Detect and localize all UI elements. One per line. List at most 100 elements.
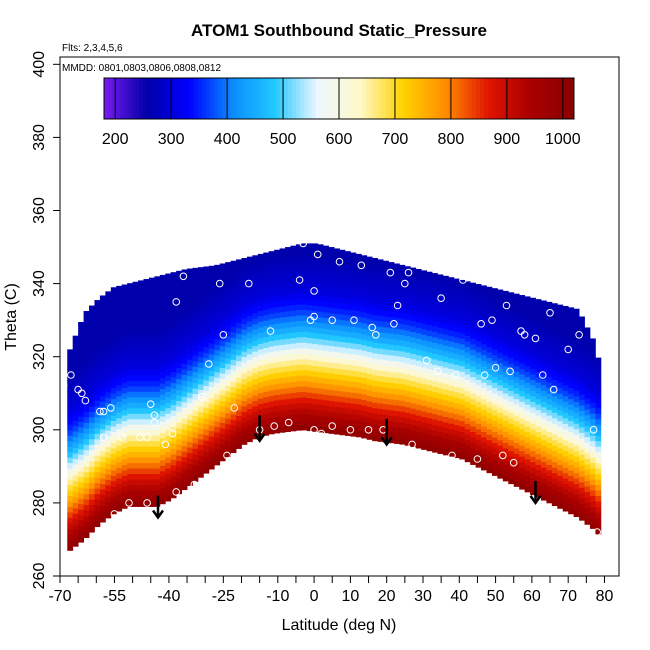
field-cell	[481, 464, 487, 471]
field-cell	[143, 457, 150, 464]
field-cell	[339, 347, 346, 353]
field-cell	[230, 441, 237, 448]
field-cell	[165, 281, 172, 288]
observation-point	[546, 309, 554, 317]
field-cell	[383, 266, 389, 273]
field-cell	[595, 457, 602, 464]
field-cell	[159, 459, 166, 466]
field-cell	[181, 456, 188, 463]
field-cell	[219, 378, 226, 385]
field-cell	[181, 341, 188, 348]
field-cell	[290, 348, 297, 355]
field-cell	[355, 327, 362, 334]
colorbar-swatch	[382, 78, 387, 119]
field-cell	[317, 371, 324, 378]
field-cell	[225, 412, 231, 419]
field-cell	[148, 407, 155, 414]
field-cell	[383, 316, 389, 322]
field-cell	[524, 431, 531, 438]
field-cell	[399, 422, 406, 429]
observation-point	[433, 367, 442, 376]
field-cell	[415, 376, 422, 383]
field-cell	[481, 316, 487, 323]
field-cell	[399, 438, 406, 445]
field-cell	[568, 332, 575, 339]
colorbar-swatch	[393, 78, 399, 119]
field-cell	[236, 289, 242, 296]
field-cell	[366, 269, 373, 276]
field-cell	[464, 445, 471, 452]
colorbar-swatch	[147, 78, 152, 119]
field-cell	[426, 352, 433, 359]
field-cell	[328, 263, 335, 270]
field-cell	[426, 280, 433, 287]
field-cell	[99, 346, 106, 353]
field-cell	[317, 404, 324, 411]
field-cell	[230, 277, 237, 284]
field-cell	[339, 308, 346, 315]
field-cell	[589, 490, 596, 496]
field-cell	[524, 365, 531, 372]
field-cell	[502, 475, 509, 482]
field-cell	[67, 484, 74, 491]
field-cell	[301, 320, 308, 327]
field-cell	[535, 382, 542, 389]
colorbar-swatch	[362, 78, 367, 119]
field-cell	[94, 417, 101, 423]
field-cell	[203, 341, 210, 348]
field-cell	[475, 368, 482, 375]
field-cell	[361, 290, 368, 296]
field-cell	[312, 409, 319, 416]
field-cell	[551, 357, 558, 364]
field-cell	[432, 441, 438, 448]
field-cell	[203, 275, 210, 282]
field-cell	[350, 326, 357, 333]
x-tick-label: 60	[523, 588, 541, 605]
field-cell	[464, 401, 471, 408]
field-cell	[344, 402, 351, 409]
field-cell	[551, 395, 558, 402]
field-cell	[497, 406, 504, 413]
field-cell	[94, 422, 101, 429]
field-cell	[355, 365, 362, 372]
field-cell	[334, 329, 340, 336]
field-cell	[437, 327, 444, 334]
colorbar-swatch	[143, 78, 148, 119]
observation-point	[335, 257, 344, 266]
field-cell	[197, 301, 204, 308]
field-cell	[486, 385, 493, 391]
field-cell	[274, 268, 280, 275]
field-cell	[481, 327, 487, 334]
field-cell	[121, 289, 128, 295]
field-cell	[219, 411, 226, 418]
field-cell	[497, 417, 504, 424]
colorbar-swatch	[495, 78, 501, 119]
field-cell	[410, 267, 417, 272]
field-cell	[83, 444, 90, 451]
field-cell	[159, 454, 166, 461]
field-cell	[148, 396, 155, 403]
field-cell	[279, 306, 286, 313]
field-cell	[530, 406, 536, 413]
field-cell	[497, 374, 504, 380]
field-cell	[236, 273, 242, 279]
field-cell	[589, 457, 596, 464]
field-cell	[187, 452, 193, 459]
field-cell	[393, 311, 400, 318]
field-cell	[236, 267, 242, 274]
field-cell	[165, 320, 172, 327]
field-cell	[295, 413, 302, 420]
field-cell	[116, 302, 123, 309]
field-cell	[214, 300, 221, 307]
field-cell	[475, 461, 482, 468]
field-cell	[595, 429, 602, 436]
field-cell	[306, 288, 313, 295]
field-cell	[230, 381, 237, 388]
field-cell	[208, 441, 215, 448]
field-cell	[426, 417, 433, 424]
field-cell	[89, 329, 95, 336]
field-cell	[257, 376, 264, 383]
field-cell	[595, 413, 602, 420]
field-cell	[377, 342, 384, 349]
field-cell	[148, 369, 155, 376]
